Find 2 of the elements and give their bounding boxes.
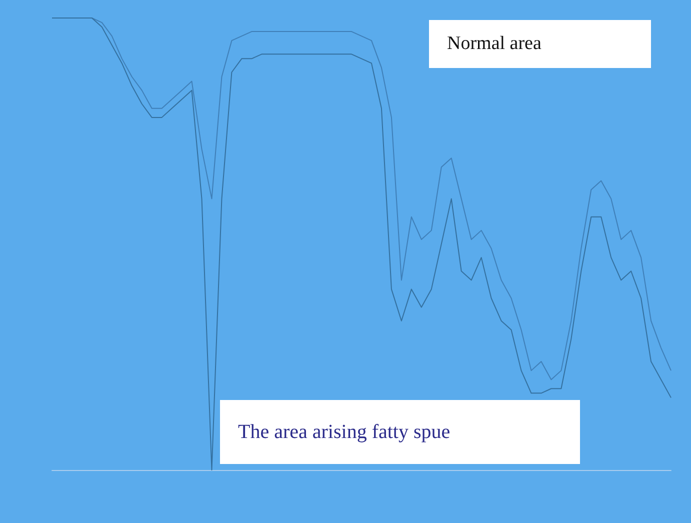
- note-box: Normal area: [429, 20, 651, 68]
- note-box: The area arising fatty spue: [220, 400, 580, 464]
